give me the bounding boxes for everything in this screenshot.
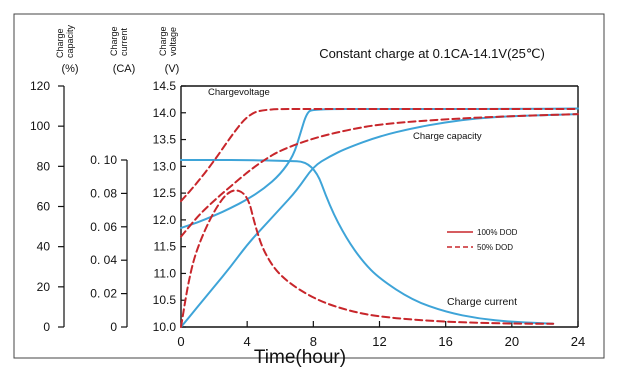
current-label-line-2: current [119,27,129,56]
current-axis-label: Charge current (CA) [109,26,135,75]
annotation-charge-capacity: Charge capacity [413,131,482,142]
voltage-label-line-2: voltage [168,27,178,56]
series-50-dod-charge-voltage [180,107,579,203]
current-tick-label: 0. 02 [90,287,117,301]
capacity-tick-label: 0 [43,320,50,334]
capacity-tick-label: 20 [37,280,51,294]
x-tick-label: 16 [438,334,452,349]
current-tick-label: 0 [110,320,117,334]
current-tick-label: 0. 10 [90,153,117,167]
x-tick-label: 8 [310,334,317,349]
series-100-dod-charge-current [180,159,555,325]
x-tick-label: 0 [177,334,184,349]
current-unit: (CA) [113,63,136,75]
series-100-dod-charge-capacity [180,113,579,328]
capacity-unit: (%) [61,63,78,75]
voltage-axis-label: Charge voltage (V) [158,26,179,75]
series-50-dod-charge-current [180,189,555,328]
x-axis-label: Time(hour) [254,347,346,368]
x-tick-label: 24 [571,334,585,349]
capacity-tick-label: 120 [30,79,50,93]
capacity-tick-label: 60 [37,200,51,214]
capacity-tick-label: 100 [30,119,50,133]
annotation-charge-current: Charge current [447,296,517,308]
x-tick-label: 12 [372,334,386,349]
voltage-tick-label: 12.0 [153,213,177,227]
voltage-tick-label: 13.0 [153,159,177,173]
voltage-tick-label: 10.5 [153,293,177,307]
chart-border [13,13,605,359]
capacity-label-line-1: Charge [55,28,65,58]
voltage-tick-label: 14.5 [153,79,177,93]
voltage-tick-label: 11.0 [154,266,177,280]
current-tick-label: 0. 08 [90,186,117,200]
capacity-tick-label: 40 [37,240,51,254]
legend-label-100-dod: 100% DOD [477,228,518,237]
capacity-label-line-2: capacity [65,24,75,58]
voltage-tick-label: 14.0 [153,106,177,120]
chart-title: Constant charge at 0.1CA-14.1V(25℃) [319,46,545,61]
voltage-tick-label: 10.0 [153,320,177,334]
voltage-label-line-1: Charge [158,26,168,56]
curves-layer [180,107,579,328]
x-tick-label: 20 [505,334,519,349]
voltage-tick-label: 12.5 [153,186,177,200]
voltage-unit: (V) [165,63,180,75]
legend-label-50-dod: 50% DOD [477,243,513,252]
voltage-tick-label: 11.5 [154,240,177,254]
annotation-charge-voltage: Chargevoltage [208,87,270,98]
legend: 100% DOD 50% DOD [447,228,518,252]
capacity-tick-label: 80 [37,159,51,173]
current-label-line-1: Charge [109,26,119,56]
x-tick-label: 4 [244,334,251,349]
current-tick-label: 0. 04 [90,253,117,267]
series-50-dod-charge-capacity [180,113,579,238]
current-tick-label: 0. 06 [90,220,117,234]
capacity-axis-label: Charge capacity (%) [55,24,79,75]
voltage-tick-label: 13.5 [153,133,177,147]
